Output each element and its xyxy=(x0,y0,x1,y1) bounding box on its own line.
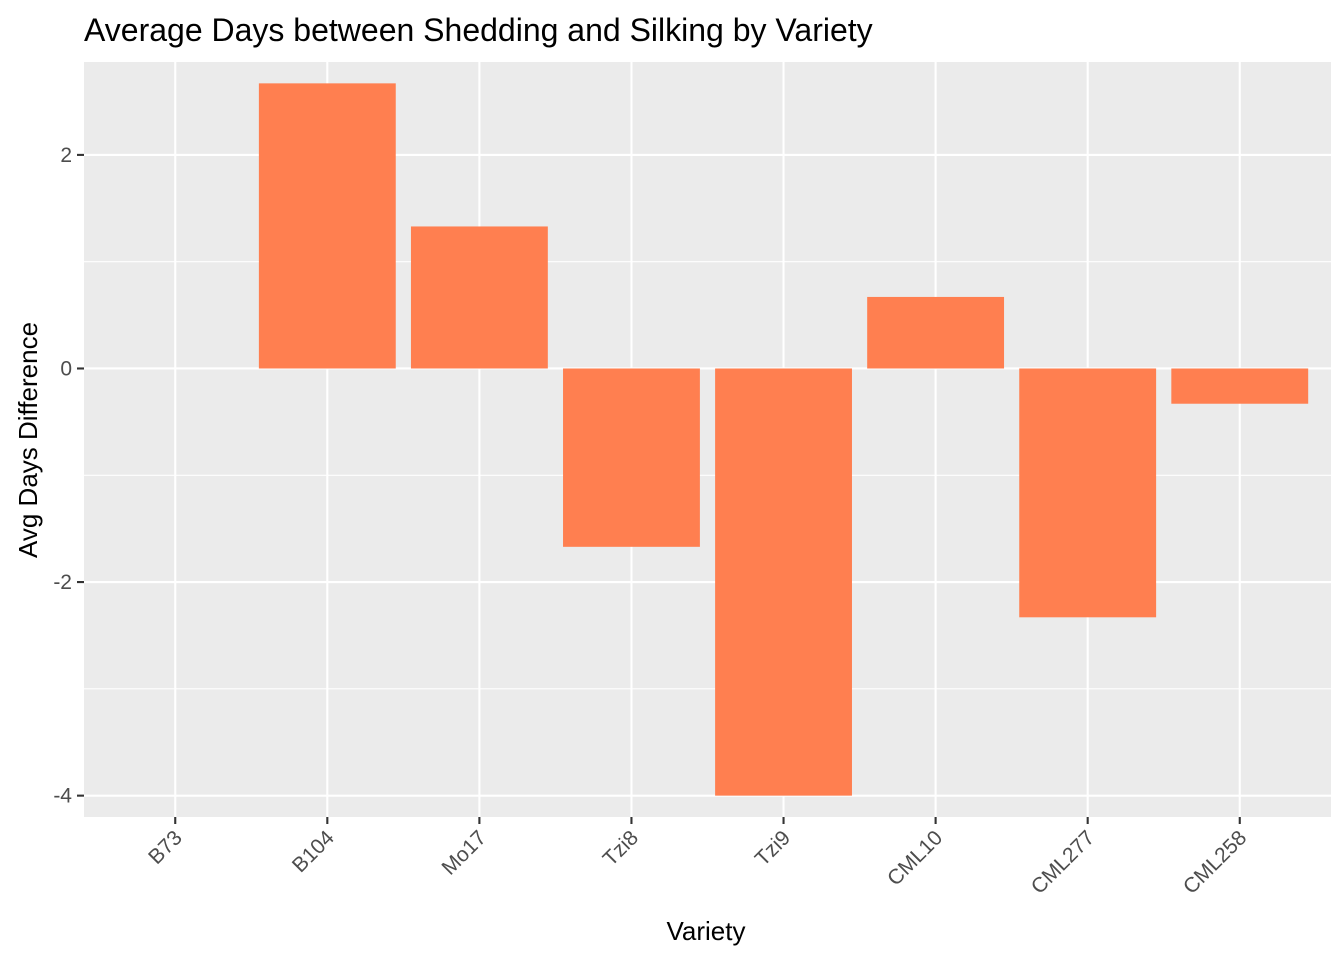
chart-title: Average Days between Shedding and Silkin… xyxy=(84,12,873,48)
bar-mo17 xyxy=(410,226,548,369)
x-tick-label: Tzi8 xyxy=(599,826,643,870)
x-tick-label: B104 xyxy=(288,826,339,877)
x-tick-label: CML10 xyxy=(883,826,947,890)
bar-tzi8 xyxy=(563,368,700,547)
y-tick-label: 2 xyxy=(60,144,72,167)
bar-cml277 xyxy=(1019,368,1157,618)
bar-tzi9 xyxy=(715,368,852,796)
x-tick-label: CML277 xyxy=(1027,826,1099,898)
bar-cml10 xyxy=(867,296,1005,369)
bar-cml258 xyxy=(1171,368,1309,404)
x-axis-title: Variety xyxy=(667,916,746,946)
y-axis-ticks: -4 -2 0 2 xyxy=(53,144,84,808)
y-tick-label: -4 xyxy=(53,785,72,808)
bar-b104 xyxy=(258,83,396,369)
y-axis-title: Avg Days Difference xyxy=(13,322,43,558)
x-tick-label: Mo17 xyxy=(438,826,491,879)
x-tick-label: B73 xyxy=(144,826,187,869)
bars xyxy=(258,83,1309,796)
x-axis-ticks: B73 B104 Mo17 Tzi8 Tzi9 CML10 CML277 CML258 xyxy=(144,817,1251,899)
x-tick-label: Tzi9 xyxy=(751,826,795,870)
y-tick-label: -2 xyxy=(53,571,72,594)
y-tick-label: 0 xyxy=(60,357,72,380)
x-tick-label: CML258 xyxy=(1179,826,1251,898)
